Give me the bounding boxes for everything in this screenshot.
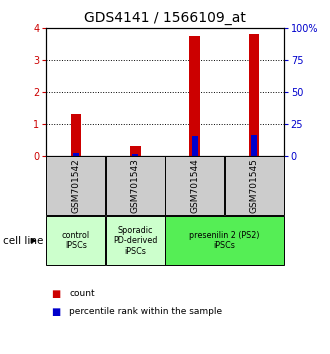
Text: GSM701543: GSM701543 bbox=[131, 158, 140, 213]
Bar bbox=[224, 156, 284, 215]
Bar bbox=[132, 154, 138, 156]
Bar bbox=[130, 146, 141, 156]
Text: cell line: cell line bbox=[3, 236, 44, 246]
Text: ■: ■ bbox=[51, 289, 60, 299]
Text: GSM701542: GSM701542 bbox=[71, 159, 81, 213]
Bar bbox=[106, 156, 165, 215]
Bar bbox=[192, 136, 198, 156]
Bar bbox=[165, 156, 224, 215]
Text: ■: ■ bbox=[51, 307, 60, 316]
Text: GSM701544: GSM701544 bbox=[190, 159, 199, 213]
Text: control
IPSCs: control IPSCs bbox=[62, 231, 90, 250]
Text: Sporadic
PD-derived
iPSCs: Sporadic PD-derived iPSCs bbox=[113, 226, 157, 256]
Bar bbox=[71, 114, 81, 156]
Title: GDS4141 / 1566109_at: GDS4141 / 1566109_at bbox=[84, 11, 246, 24]
Text: percentile rank within the sample: percentile rank within the sample bbox=[69, 307, 222, 316]
Bar bbox=[251, 135, 257, 156]
Bar bbox=[46, 156, 106, 215]
Bar bbox=[106, 216, 165, 265]
Bar bbox=[73, 153, 79, 156]
Text: count: count bbox=[69, 289, 95, 298]
Text: presenilin 2 (PS2)
iPSCs: presenilin 2 (PS2) iPSCs bbox=[189, 231, 260, 250]
Bar bbox=[165, 216, 284, 265]
Bar bbox=[249, 34, 259, 156]
Bar bbox=[189, 36, 200, 156]
Bar bbox=[46, 216, 106, 265]
Text: GSM701545: GSM701545 bbox=[249, 158, 259, 213]
